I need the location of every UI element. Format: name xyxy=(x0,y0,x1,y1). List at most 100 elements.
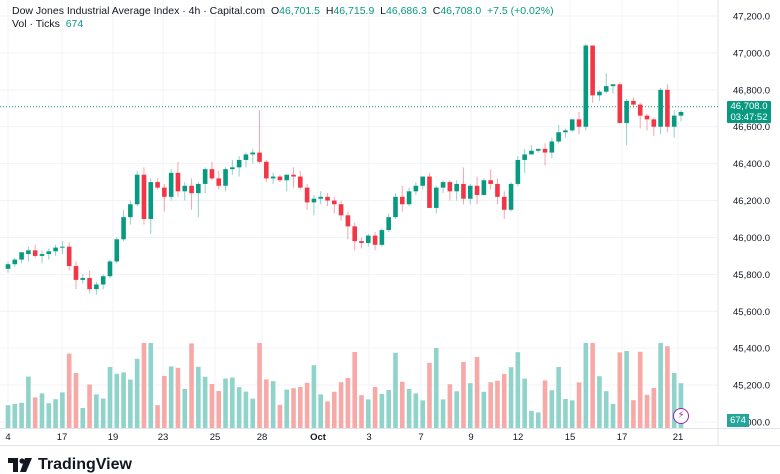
candle xyxy=(461,167,466,205)
open-label: O xyxy=(270,5,280,17)
volume-tag-value: 674 xyxy=(730,415,746,426)
volume-bar xyxy=(162,376,167,428)
volume-bar xyxy=(216,391,222,428)
candle xyxy=(474,176,480,205)
volume-bar xyxy=(60,392,65,428)
candle xyxy=(501,191,507,219)
time-axis-label: 21 xyxy=(673,432,684,443)
candle xyxy=(100,274,106,290)
candle xyxy=(264,159,269,183)
lightning-icon: ⚡︎ xyxy=(677,410,685,421)
volume-bar xyxy=(284,389,290,428)
candle xyxy=(345,211,351,240)
time-axis-label: 7 xyxy=(418,432,423,443)
candle xyxy=(440,180,446,194)
candle xyxy=(338,200,344,221)
volume-bar xyxy=(556,367,561,428)
volume-bar xyxy=(298,387,303,428)
volume-bar xyxy=(420,400,425,428)
candle xyxy=(243,152,249,168)
close-value: 46,708.0 xyxy=(440,5,482,17)
price-axis-label: 46,200.0 xyxy=(733,196,770,207)
time-axis-label: 28 xyxy=(257,432,268,443)
volume-bar xyxy=(467,383,473,428)
candle xyxy=(399,185,405,212)
candle xyxy=(352,222,357,251)
volume-bar xyxy=(107,367,113,428)
lightning-button[interactable]: ⚡︎ xyxy=(673,408,689,424)
volume-bar xyxy=(352,352,357,428)
volume-bar xyxy=(393,352,398,428)
candle xyxy=(121,209,126,242)
volume-bar xyxy=(175,367,181,428)
candle xyxy=(73,261,79,290)
volume-bar xyxy=(223,378,228,428)
candle xyxy=(617,82,623,124)
time-axis-label: 4 xyxy=(5,432,10,443)
candle xyxy=(508,182,514,212)
volume-bar xyxy=(624,351,629,428)
volume-bar xyxy=(270,381,276,428)
volume-label[interactable]: Vol · Ticks xyxy=(12,18,60,30)
candle xyxy=(597,89,602,101)
volume-bar xyxy=(264,379,269,428)
volume-bar xyxy=(461,362,466,428)
volume-bar xyxy=(651,388,657,428)
time-axis-label: 12 xyxy=(513,432,524,443)
time-axis-label: 9 xyxy=(468,432,473,443)
volume-value: 674 xyxy=(65,18,84,30)
time-axis-label: 15 xyxy=(565,432,576,443)
volume-bar xyxy=(12,404,18,428)
candle xyxy=(644,113,650,131)
candle xyxy=(134,171,140,207)
candle xyxy=(182,182,188,201)
volume-bar xyxy=(563,399,568,428)
volume-bar xyxy=(39,393,45,428)
low-value: 46,686.3 xyxy=(386,5,427,17)
candle xyxy=(216,171,222,190)
volume-bar xyxy=(658,343,663,428)
candle xyxy=(236,156,242,177)
candle xyxy=(175,161,181,197)
volume-bar xyxy=(542,380,548,428)
candle xyxy=(26,246,31,262)
volume-bar xyxy=(529,410,534,428)
volume-bar xyxy=(94,394,99,428)
price-axis-label: 47,200.0 xyxy=(733,12,770,23)
volume-bar xyxy=(196,366,201,428)
volume-bar xyxy=(359,395,364,428)
candle xyxy=(379,228,385,247)
candle xyxy=(209,161,215,181)
candle xyxy=(583,43,589,131)
tradingview-logo-icon xyxy=(8,458,32,472)
volume-bar xyxy=(46,403,52,428)
volume-bar xyxy=(100,398,106,428)
candle xyxy=(87,270,92,293)
volume-bar xyxy=(134,358,140,428)
volume-bar xyxy=(73,373,79,428)
candle xyxy=(372,231,378,251)
candle xyxy=(94,281,99,295)
time-axis-label: 23 xyxy=(158,432,169,443)
volume-bar xyxy=(495,380,500,428)
volume-bar xyxy=(522,378,527,428)
candle xyxy=(624,99,629,146)
tradingview-logo[interactable]: TradingView xyxy=(8,456,132,474)
change-value: +7.5 (+0.02%) xyxy=(487,5,554,17)
candle xyxy=(39,250,45,264)
volume-bar xyxy=(365,399,371,428)
price-axis-label: 45,200.0 xyxy=(733,381,770,392)
candle xyxy=(284,174,290,192)
candle xyxy=(162,183,167,212)
candle xyxy=(53,244,58,256)
volume-bar xyxy=(671,373,677,428)
volume-bar xyxy=(488,382,493,428)
volume-bar xyxy=(121,372,126,428)
volume-bar xyxy=(644,394,650,428)
bar-countdown: 03:47:52 xyxy=(730,112,768,123)
high-value: 46,715.9 xyxy=(333,5,375,17)
volume-bar xyxy=(447,384,453,428)
candle xyxy=(270,172,276,184)
symbol-title[interactable]: Dow Jones Industrial Average Index · 4h … xyxy=(12,5,266,17)
